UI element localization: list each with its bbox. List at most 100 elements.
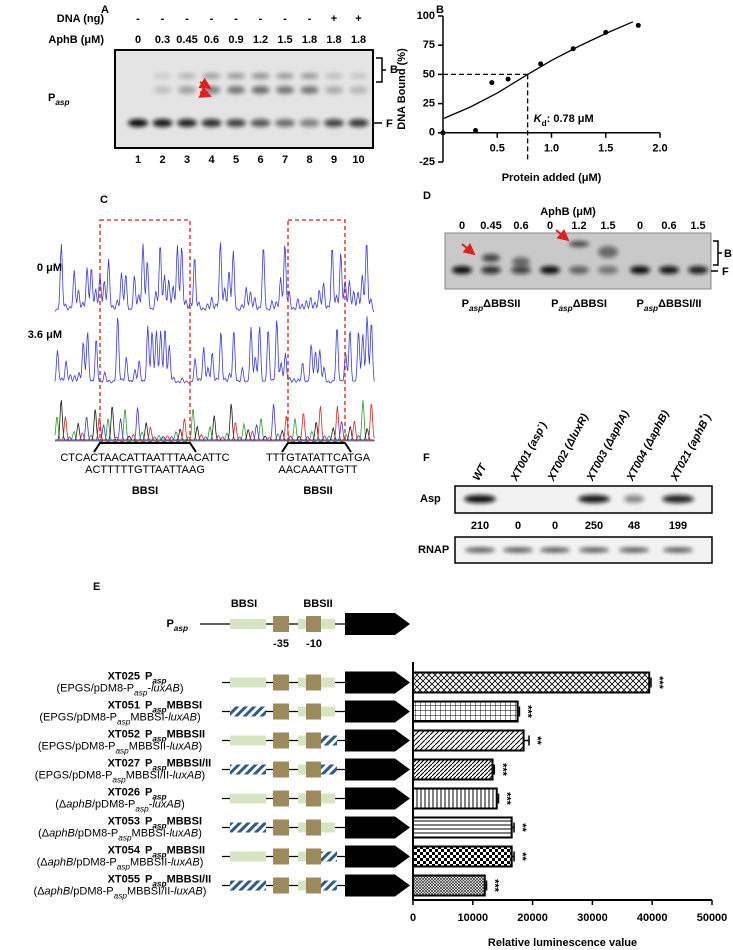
gel-band xyxy=(619,547,649,553)
level-value: 48 xyxy=(628,520,640,532)
box-label: -10 xyxy=(306,638,322,650)
promoter-label: Pasp xyxy=(166,618,188,633)
gel-band xyxy=(512,257,530,267)
reporter-label: luxAB xyxy=(360,763,389,775)
bracket xyxy=(376,57,386,83)
gel-band xyxy=(276,73,294,79)
text-part: (EPGS/pDM8-P xyxy=(35,769,113,781)
conc-label: 0 μM xyxy=(37,262,62,274)
text-part: (Δ xyxy=(55,798,67,810)
text-part: d xyxy=(542,118,547,127)
box-10 xyxy=(306,674,321,691)
gel-band xyxy=(481,266,501,274)
text-part: luxAB xyxy=(171,856,200,868)
mutated-region xyxy=(320,880,337,891)
x-tick-label: 10000 xyxy=(458,912,489,924)
gel-band xyxy=(624,495,644,503)
text-part: (EPGS/pDM8-P xyxy=(39,711,117,723)
chromatogram-trace xyxy=(55,403,375,441)
text-part: P xyxy=(462,298,469,310)
lane-label: 1.5 xyxy=(600,220,615,232)
gel-band xyxy=(598,266,618,274)
text-part: : 0.78 μM xyxy=(547,113,594,125)
strain-name: XT053 xyxy=(108,815,140,827)
error-bar xyxy=(511,822,515,833)
text-part: MBBSI/II- xyxy=(127,885,174,897)
text-part: asp xyxy=(55,98,69,107)
site-region xyxy=(230,706,266,717)
gel-band xyxy=(598,246,618,258)
text-part: MBBSI/II- xyxy=(126,769,173,781)
gel-band xyxy=(578,495,610,503)
gene-arrow xyxy=(345,874,410,897)
error-bar xyxy=(484,880,488,891)
gel-band xyxy=(152,119,173,127)
arrow xyxy=(555,228,570,242)
text-part: /pDM8-P xyxy=(73,856,116,868)
gel-band xyxy=(569,241,589,247)
site-region xyxy=(230,764,266,775)
box-10 xyxy=(306,703,321,720)
strain-name: XT027 xyxy=(108,757,140,769)
box-35 xyxy=(273,790,289,807)
text-part: asp xyxy=(117,717,131,726)
text-part: asp xyxy=(152,734,166,743)
text-part: ) xyxy=(537,420,550,430)
gel-band xyxy=(275,119,295,127)
arrow xyxy=(461,242,476,256)
text-part: WT xyxy=(471,461,490,483)
box-35 xyxy=(273,732,289,749)
text-part: /pDM8-P xyxy=(70,885,113,897)
aphb-conc: 0.9 xyxy=(228,34,243,46)
aphb-conc: 0.3 xyxy=(155,34,170,46)
text-part: P xyxy=(145,873,152,885)
bound-label: B xyxy=(724,248,732,260)
text-part: asp xyxy=(152,850,166,859)
sequence: CTCACTAACATTAATTTAACATTC xyxy=(60,452,229,464)
text-part: asp xyxy=(118,833,132,842)
text-part: MBBSI xyxy=(167,699,202,711)
text-part: (Δ xyxy=(34,885,46,897)
site-region xyxy=(230,619,266,629)
gel-band xyxy=(659,266,679,274)
text-part: luxAB xyxy=(169,827,198,839)
y-tick-label: 100 xyxy=(417,10,435,22)
y-tick-label: -25 xyxy=(419,156,435,168)
gel-band xyxy=(349,73,368,79)
text-part: P xyxy=(145,815,152,827)
text-part: asp xyxy=(134,688,148,697)
gel-band xyxy=(178,73,196,79)
text-part: MBBSI- xyxy=(132,827,170,839)
gene-label: asp xyxy=(365,618,383,630)
gel-band xyxy=(630,266,650,274)
strain-name: XT025 xyxy=(108,670,140,682)
gel-band xyxy=(464,495,496,503)
y-tick-label: 0 xyxy=(429,127,435,139)
lane-number: 1 xyxy=(135,154,141,166)
text-part: MBBSII- xyxy=(130,856,171,868)
box-35 xyxy=(273,848,289,865)
significance: ** xyxy=(531,736,543,745)
text-part: XT004 (Δ xyxy=(624,436,657,484)
aphb-conc: 0.45 xyxy=(176,34,197,46)
box-10 xyxy=(306,877,321,894)
promoter-label: Pasp xyxy=(145,670,167,685)
gel-band xyxy=(349,86,368,94)
text-part: luxAB xyxy=(152,798,181,810)
level-value: 250 xyxy=(585,520,603,532)
box-35 xyxy=(273,819,289,836)
box-10 xyxy=(306,848,321,865)
free-label: F xyxy=(722,266,729,278)
y-tick-label: 25 xyxy=(423,98,435,110)
promoter-label: PaspMBBSI/II xyxy=(145,757,211,772)
gel-band xyxy=(325,86,343,94)
site-label: BBSII xyxy=(303,598,332,610)
aphb-conc: 1.8 xyxy=(302,34,317,46)
level-value: 210 xyxy=(471,520,489,532)
reporter-label: luxAB xyxy=(360,676,389,688)
dna-mark: - xyxy=(283,13,287,25)
text-part: ) xyxy=(198,740,202,752)
error-bar xyxy=(523,735,530,746)
group-label: PaspΔBBSII xyxy=(462,298,521,313)
